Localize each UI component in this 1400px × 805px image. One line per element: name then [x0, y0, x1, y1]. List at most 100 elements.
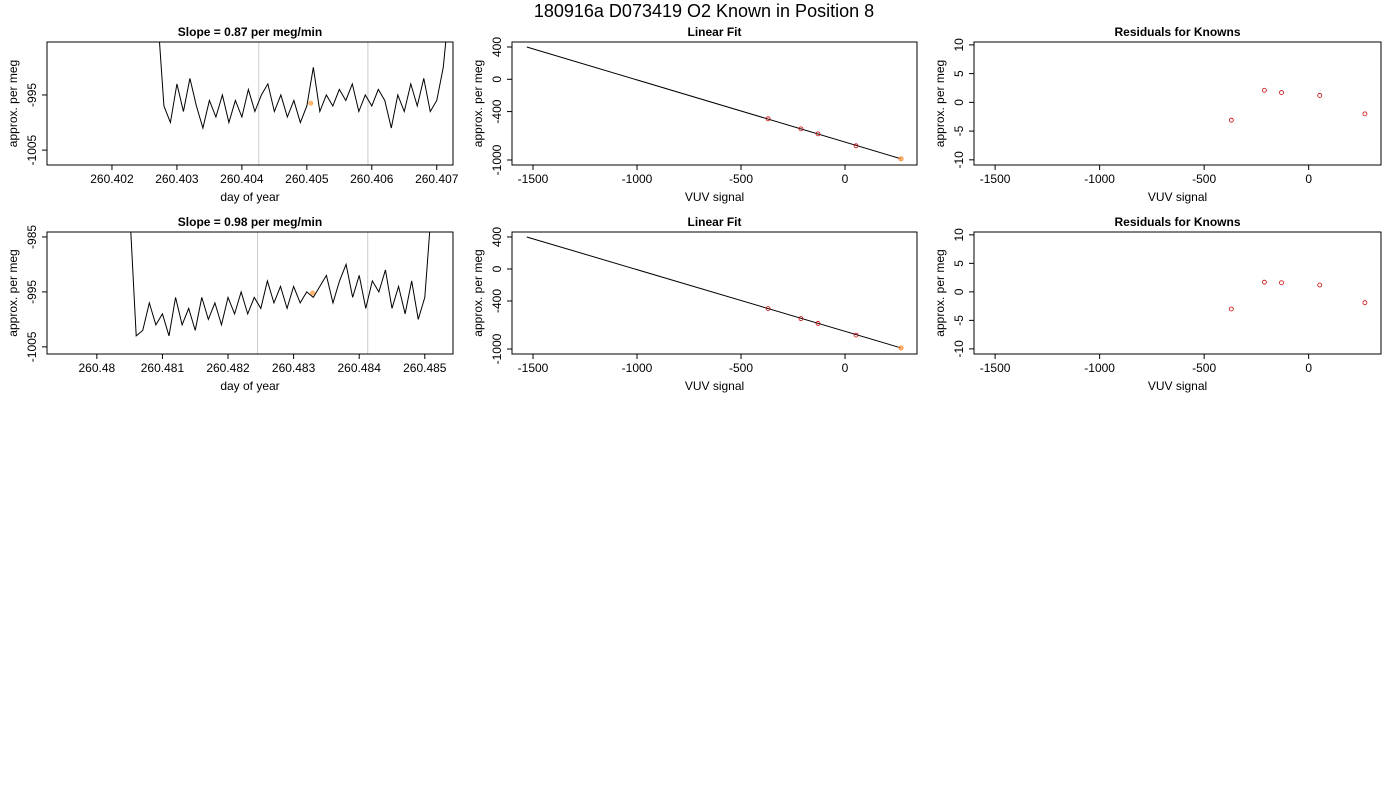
x-tick-label: -500 — [1192, 172, 1216, 186]
x-axis-label: VUV signal — [1148, 190, 1207, 204]
y-tick-label: -10 — [952, 151, 966, 169]
x-axis-label: day of year — [220, 190, 279, 204]
y-tick-label: 400 — [490, 227, 504, 247]
y-tick-label: -1005 — [25, 134, 39, 165]
x-tick-label: -1500 — [980, 172, 1011, 186]
data-point — [853, 332, 859, 338]
plot-frame — [46, 231, 454, 355]
x-tick-label: -500 — [1192, 361, 1216, 375]
y-tick-label: -400 — [490, 289, 504, 313]
y-tick-label: 5 — [952, 260, 966, 267]
panel-title: Residuals for Knowns — [1114, 215, 1240, 229]
plot-area — [1228, 279, 1368, 312]
x-tick-label: 260.485 — [403, 361, 447, 375]
y-tick-label: 10 — [952, 38, 966, 52]
x-tick-label: 260.484 — [338, 361, 382, 375]
highlight-point — [898, 345, 904, 351]
y-tick-label: 5 — [952, 70, 966, 77]
plot-frame — [511, 231, 918, 355]
plot-frame — [973, 231, 1382, 355]
data-point — [1362, 300, 1368, 306]
panel-title: Residuals for Knowns — [1114, 25, 1240, 39]
x-tick-label: -1500 — [518, 172, 549, 186]
y-axis-label: approx. per meg — [471, 60, 485, 147]
y-tick-label: -5 — [952, 315, 966, 326]
y-axis-label: approx. per meg — [933, 249, 947, 336]
plot-frame — [511, 41, 918, 166]
highlight-point — [898, 156, 904, 162]
y-tick-label: -995 — [25, 83, 39, 107]
data-point — [1279, 90, 1284, 95]
data-point — [765, 306, 771, 312]
data-point — [1261, 279, 1267, 285]
plot-area — [158, 42, 447, 165]
data-point — [1228, 306, 1234, 312]
data-point — [1228, 117, 1234, 123]
x-tick-label: -500 — [729, 172, 753, 186]
x-tick-label: 260.406 — [350, 172, 394, 186]
data-point — [815, 131, 821, 137]
panel: Linear Fit VUV signal approx. per meg -1500… — [471, 25, 918, 204]
panel: Residuals for Knowns VUV signal approx. pe… — [933, 25, 1382, 204]
panel-title: Linear Fit — [687, 25, 741, 39]
panel: Linear Fit VUV signal approx. per meg -1500… — [471, 215, 918, 393]
x-tick-label: 260.405 — [285, 172, 329, 186]
plot-frame — [973, 41, 1382, 166]
x-tick-label: 260.407 — [415, 172, 459, 186]
data-point — [798, 316, 804, 322]
y-tick-label: 0 — [952, 99, 966, 106]
panel-title: Slope = 0.98 per meg/min — [178, 215, 322, 229]
data-point — [1317, 93, 1323, 98]
plot-area — [526, 46, 904, 162]
y-tick-label: -400 — [490, 99, 504, 123]
data-point — [798, 126, 804, 132]
x-tick-label: 0 — [1305, 361, 1312, 375]
main-title: 180916a D073419 O2 Known in Position 8 — [534, 1, 874, 21]
x-tick-label: -1000 — [1084, 172, 1115, 186]
x-tick-label: 260.481 — [141, 361, 185, 375]
data-point — [1317, 282, 1323, 288]
y-tick-label: 0 — [952, 288, 966, 295]
data-line — [158, 42, 447, 130]
x-tick-label: 0 — [1305, 172, 1312, 186]
data-point — [1279, 280, 1284, 286]
y-axis-label: approx. per meg — [471, 249, 485, 336]
data-point — [1261, 87, 1267, 93]
y-tick-label: 400 — [490, 37, 504, 57]
panel-title: Slope = 0.87 per meg/min — [178, 25, 322, 39]
y-axis-label: approx. per meg — [6, 60, 20, 147]
y-tick-label: 0 — [490, 76, 504, 83]
x-axis-label: day of year — [220, 379, 279, 393]
x-tick-label: 260.483 — [272, 361, 316, 375]
y-tick-label: 10 — [952, 228, 966, 242]
panel: Residuals for Knowns VUV signal approx. pe… — [933, 215, 1382, 393]
data-point — [765, 116, 771, 122]
x-tick-label: -1500 — [518, 361, 549, 375]
y-tick-label: -1000 — [490, 333, 504, 364]
y-axis-label: approx. per meg — [6, 249, 20, 336]
y-tick-label: -10 — [952, 340, 966, 358]
y-tick-label: -985 — [25, 225, 39, 249]
x-tick-label: -1000 — [622, 172, 653, 186]
x-tick-label: 260.403 — [155, 172, 199, 186]
y-tick-label: -1005 — [25, 331, 39, 362]
x-tick-label: -1000 — [622, 361, 653, 375]
y-tick-label: -5 — [952, 125, 966, 136]
y-axis-label: approx. per meg — [933, 60, 947, 147]
x-tick-label: 0 — [842, 361, 849, 375]
data-point — [815, 321, 821, 326]
plot-area — [526, 236, 904, 351]
panel-title: Linear Fit — [687, 215, 741, 229]
x-tick-label: 260.402 — [90, 172, 134, 186]
fit-line — [526, 46, 902, 160]
data-line — [130, 232, 431, 337]
plot-area — [130, 232, 431, 354]
x-tick-label: -500 — [729, 361, 753, 375]
y-tick-label: 0 — [490, 265, 504, 272]
y-tick-label: -995 — [25, 280, 39, 304]
panel: Slope = 0.87 per meg/min day of year appro… — [6, 25, 459, 204]
x-tick-label: 260.48 — [78, 361, 115, 375]
highlight-point — [310, 290, 316, 296]
